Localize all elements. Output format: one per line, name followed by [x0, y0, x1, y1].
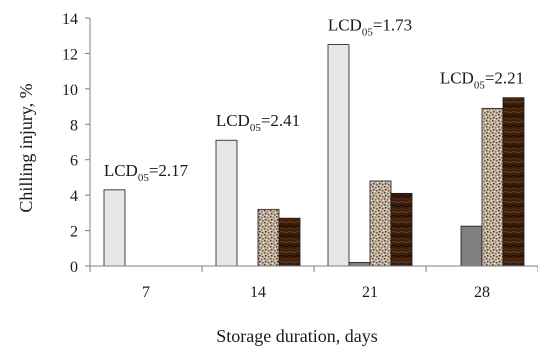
lcd-annotation: LCD05=1.73 — [328, 16, 412, 39]
bar — [257, 208, 280, 267]
x-tick-label: 14 — [250, 284, 266, 301]
bar — [103, 189, 126, 267]
x-axis-title: Storage duration, days — [216, 326, 377, 346]
bar — [215, 139, 238, 267]
y-tick-label: 10 — [62, 82, 78, 99]
bar — [481, 107, 504, 267]
bar — [278, 217, 301, 267]
x-tick-label: 7 — [142, 284, 150, 301]
bar — [327, 44, 350, 267]
lcd-annotation: LCD05=2.17 — [104, 161, 189, 184]
y-tick-label: 2 — [70, 224, 78, 241]
x-tick-label: 21 — [362, 284, 378, 301]
y-axis-title: Chilling injury, % — [16, 83, 36, 212]
bar — [369, 180, 392, 267]
y-tick-label: 4 — [70, 188, 78, 205]
y-tick-label: 12 — [62, 46, 78, 63]
bar — [502, 97, 525, 267]
bar — [390, 192, 413, 267]
lcd-annotation: LCD05=2.21 — [440, 69, 524, 92]
y-tick-label: 14 — [62, 11, 78, 28]
y-tick-label: 6 — [70, 153, 78, 170]
bar — [460, 225, 483, 267]
y-tick-label: 8 — [70, 117, 78, 134]
bar — [348, 262, 371, 267]
y-tick-label: 0 — [70, 259, 78, 276]
x-tick-label: 28 — [474, 284, 490, 301]
lcd-annotation: LCD05=2.41 — [216, 111, 300, 134]
